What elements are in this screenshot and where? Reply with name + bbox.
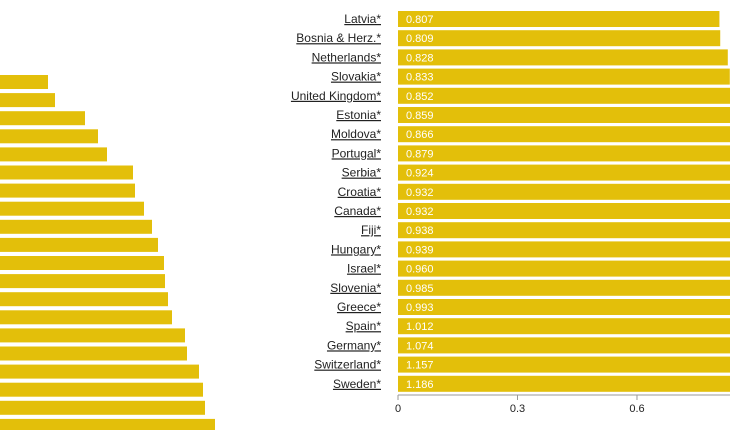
category-label[interactable]: Croatia* <box>338 185 382 199</box>
left-panel-bar <box>0 111 85 126</box>
bar <box>398 30 721 47</box>
category-label[interactable]: Portugal* <box>332 146 382 160</box>
bar <box>398 87 730 104</box>
left-panel-bar <box>0 292 168 307</box>
category-label[interactable]: Netherlands* <box>312 50 382 64</box>
value-label: 0.924 <box>406 168 434 180</box>
category-label[interactable]: Sweden* <box>333 377 381 391</box>
x-tick-label: 0.6 <box>629 403 644 415</box>
category-label[interactable]: Slovenia* <box>330 281 381 295</box>
category-label[interactable]: Germany* <box>327 338 381 352</box>
left-panel-bar <box>0 183 135 198</box>
left-panel-bar <box>0 129 98 144</box>
bar <box>398 375 730 392</box>
bar <box>398 222 730 239</box>
left-panel-bar <box>0 382 203 397</box>
value-label: 0.807 <box>406 14 434 26</box>
bar <box>398 183 730 200</box>
value-label: 0.879 <box>406 148 434 160</box>
bar <box>398 11 720 27</box>
left-panel-bar <box>0 400 205 415</box>
left-panel-bar <box>0 274 165 289</box>
bar <box>398 318 730 335</box>
left-panel-bar <box>0 364 199 379</box>
value-label: 0.932 <box>406 206 434 218</box>
value-label: 0.939 <box>406 244 434 256</box>
value-label: 1.157 <box>406 360 434 372</box>
bar <box>398 241 730 258</box>
value-label: 0.866 <box>406 129 434 141</box>
bar <box>398 164 730 181</box>
value-label: 0.960 <box>406 264 434 276</box>
bar <box>398 68 730 85</box>
bar <box>398 279 730 296</box>
value-label: 0.932 <box>406 187 434 199</box>
value-label: 0.809 <box>406 33 434 45</box>
left-panel-bar <box>0 256 164 270</box>
value-label: 1.186 <box>406 379 434 391</box>
category-label[interactable]: Serbia* <box>342 166 382 180</box>
category-label[interactable]: Spain* <box>346 319 382 333</box>
bar <box>398 356 730 373</box>
value-label: 0.993 <box>406 302 434 314</box>
category-label[interactable]: Bosnia & Herz.* <box>296 31 381 45</box>
bar <box>398 203 730 219</box>
bar <box>398 260 730 277</box>
left-panel-bar <box>0 346 187 361</box>
category-label[interactable]: Slovakia* <box>331 70 381 84</box>
category-label[interactable]: Hungary* <box>331 242 381 256</box>
category-label[interactable]: Canada* <box>334 204 381 218</box>
value-label: 0.833 <box>406 72 434 84</box>
left-panel-bar <box>0 418 215 430</box>
bar <box>398 49 728 66</box>
left-panel-bar <box>0 219 152 234</box>
left-panel-bar <box>0 147 107 162</box>
bar <box>398 337 730 354</box>
category-label[interactable]: Estonia* <box>336 108 381 122</box>
category-label[interactable]: United Kingdom* <box>291 89 381 103</box>
left-panel-bar <box>0 165 133 180</box>
value-label: 0.938 <box>406 225 434 237</box>
category-label[interactable]: Fiji* <box>361 223 381 237</box>
category-label[interactable]: Latvia* <box>344 12 381 26</box>
left-panel-bar <box>0 310 172 325</box>
bar <box>398 126 730 143</box>
bar <box>398 299 730 315</box>
x-tick-label: 0 <box>395 403 401 415</box>
value-label: 0.859 <box>406 110 434 122</box>
value-label: 1.012 <box>406 321 434 333</box>
category-label[interactable]: Israel* <box>347 262 381 276</box>
value-label: 0.985 <box>406 283 434 295</box>
value-label: 0.828 <box>406 52 434 64</box>
left-panel-bar <box>0 75 48 89</box>
bar <box>398 107 730 123</box>
x-tick-label: 0.3 <box>510 403 525 415</box>
left-panel-bar <box>0 328 185 343</box>
bar <box>398 145 730 162</box>
left-panel-bar <box>0 201 144 216</box>
category-label[interactable]: Moldova* <box>331 127 381 141</box>
value-label: 1.074 <box>406 340 434 352</box>
left-panel-bar <box>0 237 158 252</box>
category-label[interactable]: Switzerland* <box>314 358 381 372</box>
category-label[interactable]: Greece* <box>337 300 381 314</box>
value-label: 0.852 <box>406 91 434 103</box>
left-panel-bar <box>0 93 55 108</box>
